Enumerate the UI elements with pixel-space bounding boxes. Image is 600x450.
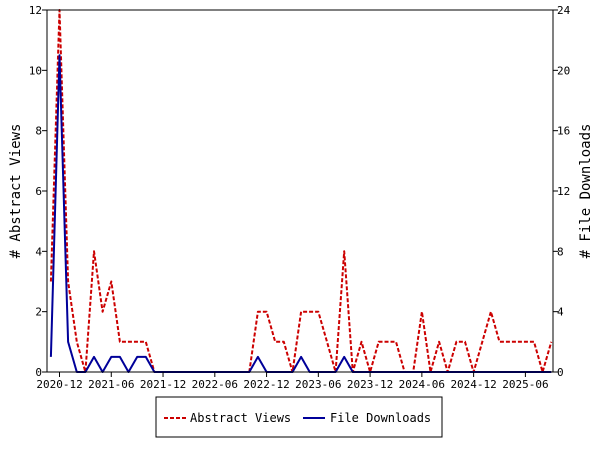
x-tick-label: 2024-06 (399, 378, 445, 391)
left-y-axis: 0 2 4 6 8 10 12 (29, 4, 47, 379)
legend-box (155, 396, 443, 438)
series-line-abstract-views (49, 9, 553, 373)
x-tick-label: 2021-06 (88, 378, 134, 391)
right-tick-label: 0 (557, 366, 564, 379)
left-tick-label: 2 (35, 306, 42, 319)
right-tick-label: 8 (557, 245, 564, 258)
x-tick-label: 2024-12 (450, 378, 496, 391)
left-tick-label: 8 (35, 125, 42, 138)
x-tick-label: 2022-06 (192, 378, 238, 391)
left-tick-label: 0 (35, 366, 42, 379)
right-tick-label: 4 (557, 306, 564, 319)
right-tick-label: 20 (557, 64, 570, 77)
right-tick-label: 24 (557, 4, 571, 17)
x-tick-label: 2023-12 (347, 378, 393, 391)
right-y-axis: 0 4 8 12 16 20 24 (553, 4, 571, 379)
right-axis-title: # File Downloads (578, 124, 594, 259)
legend: Abstract Views File Downloads (155, 396, 443, 438)
x-axis: 2020-12 2021-06 2021-12 2022-06 2022-12 2023-… (36, 372, 549, 391)
x-tick-label: 2022-12 (243, 378, 289, 391)
right-tick-label: 12 (557, 185, 570, 198)
left-tick-label: 4 (35, 245, 42, 258)
left-tick-label: 12 (29, 4, 42, 17)
left-axis-title: # Abstract Views (8, 124, 24, 259)
left-tick-label: 10 (29, 64, 42, 77)
left-tick-label: 6 (35, 185, 42, 198)
x-tick-label: 2025-06 (502, 378, 548, 391)
x-tick-label: 2021-12 (140, 378, 186, 391)
x-tick-label: 2020-12 (36, 378, 82, 391)
x-tick-label: 2023-06 (295, 378, 341, 391)
legend-label-abstract-views: Abstract Views (190, 411, 291, 425)
right-tick-label: 16 (557, 125, 570, 138)
legend-label-file-downloads: File Downloads (330, 411, 431, 425)
